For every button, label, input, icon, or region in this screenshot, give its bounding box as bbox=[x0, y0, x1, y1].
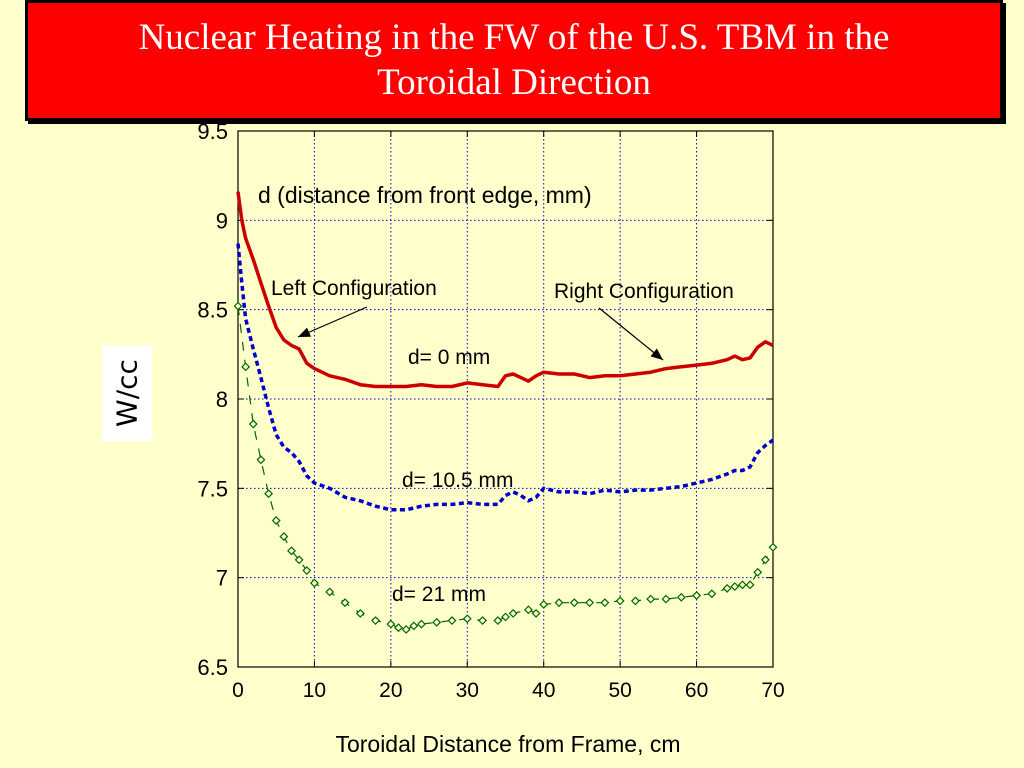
annotation-header: d (distance from front edge, mm) bbox=[258, 182, 592, 208]
grid-lines bbox=[238, 131, 773, 667]
y-tick-label: 7.5 bbox=[197, 476, 228, 501]
data-point-d21 bbox=[768, 542, 778, 552]
data-point-d21 bbox=[745, 580, 755, 590]
data-point-d21 bbox=[248, 419, 258, 429]
x-tick-label: 40 bbox=[532, 679, 555, 702]
data-point-d21 bbox=[302, 566, 312, 575]
data-point-d21 bbox=[416, 619, 426, 629]
data-point-d21 bbox=[264, 489, 274, 499]
data-point-d21 bbox=[325, 587, 335, 597]
data-point-d21 bbox=[386, 619, 396, 629]
data-point-d21 bbox=[447, 616, 457, 625]
x-tick-label: 10 bbox=[303, 679, 326, 702]
y-tick-label: 7 bbox=[216, 566, 228, 591]
left-configuration-arrow-head bbox=[298, 327, 311, 337]
x-tick-label: 60 bbox=[685, 679, 708, 702]
y-tick-label: 8.5 bbox=[197, 298, 228, 323]
data-point-d21 bbox=[279, 532, 289, 542]
data-point-d21 bbox=[394, 623, 403, 633]
y-axis-label: W/cc bbox=[110, 359, 144, 427]
right-configuration-arrow-head bbox=[650, 348, 663, 360]
slide-title-line-1: Nuclear Heating in the FW of the U.S. TB… bbox=[138, 17, 890, 58]
series-line-d0 bbox=[236, 191, 774, 389]
data-point-d21 bbox=[478, 616, 488, 625]
slide-title-line-2: Toroidal Direction bbox=[377, 62, 651, 103]
data-point-d21 bbox=[707, 589, 717, 599]
data-point-d21 bbox=[409, 621, 419, 631]
annotation-left-configuration: Left Configuration bbox=[271, 277, 437, 300]
data-point-d21 bbox=[462, 614, 472, 624]
annotation-right-configuration: Right Configuration bbox=[554, 280, 734, 303]
data-point-d21 bbox=[501, 612, 510, 622]
data-point-d21 bbox=[531, 608, 541, 618]
series-label-d105: d= 10.5 mm bbox=[402, 469, 513, 492]
data-point-d21 bbox=[401, 625, 411, 634]
series-label-d21: d= 21 mm bbox=[392, 583, 486, 606]
data-point-d21 bbox=[554, 598, 564, 608]
data-point-d21 bbox=[493, 616, 503, 625]
data-point-d21 bbox=[432, 617, 442, 627]
series-layer bbox=[233, 191, 778, 634]
data-point-d21 bbox=[241, 362, 251, 372]
right-configuration-arrow bbox=[598, 307, 664, 361]
data-point-d21 bbox=[753, 567, 763, 577]
data-point-d21 bbox=[569, 598, 579, 608]
data-point-d21 bbox=[309, 578, 319, 588]
x-axis-label: Toroidal Distance from Frame, cm bbox=[335, 731, 680, 757]
data-point-d21 bbox=[760, 555, 770, 565]
data-point-d21 bbox=[233, 301, 243, 311]
y-tick-label: 6.5 bbox=[197, 655, 228, 680]
data-point-d21 bbox=[676, 592, 686, 602]
data-point-d21 bbox=[661, 594, 671, 604]
series-line-d21 bbox=[237, 306, 774, 631]
data-point-d21 bbox=[271, 516, 281, 525]
data-point-d21 bbox=[371, 616, 381, 625]
x-tick-label: 70 bbox=[761, 679, 784, 702]
data-point-d21 bbox=[340, 598, 350, 608]
data-point-d21 bbox=[508, 608, 518, 618]
axis-ticks: 0 10 20 30 40 50 60 70 6.5 7 7.5 8 8.5 9 9.5 bbox=[197, 119, 784, 702]
y-tick-label: 8 bbox=[216, 387, 228, 412]
data-point-d21 bbox=[355, 608, 365, 618]
x-tick-label: 0 bbox=[232, 679, 244, 702]
series-line-d105 bbox=[236, 243, 775, 512]
data-point-d21 bbox=[630, 596, 640, 606]
data-point-d21 bbox=[646, 594, 656, 604]
data-point-d21 bbox=[294, 555, 304, 565]
y-tick-label: 9.5 bbox=[197, 119, 228, 144]
data-point-d21 bbox=[722, 583, 732, 593]
y-tick-label: 9 bbox=[216, 208, 228, 233]
data-point-d21 bbox=[585, 598, 595, 608]
data-point-d21 bbox=[256, 455, 266, 465]
data-point-d21 bbox=[730, 582, 740, 592]
x-tick-label: 50 bbox=[608, 679, 631, 702]
x-tick-label: 20 bbox=[379, 679, 402, 702]
x-tick-label: 30 bbox=[456, 679, 479, 702]
data-point-d21 bbox=[287, 546, 296, 556]
annotations: d (distance from front edge, mm) Left Co… bbox=[258, 182, 734, 757]
data-point-d21 bbox=[692, 591, 702, 600]
data-point-d21 bbox=[615, 596, 625, 606]
data-point-d21 bbox=[523, 605, 533, 615]
data-point-d21 bbox=[539, 600, 549, 609]
data-point-d21 bbox=[737, 580, 747, 590]
slide-title: Nuclear Heating in the FW of the U.S. TB… bbox=[25, 0, 1003, 121]
data-point-d21 bbox=[600, 598, 610, 608]
y-axis-label-box: W/cc bbox=[102, 345, 152, 441]
left-configuration-arrow bbox=[297, 306, 368, 338]
series-label-d0: d= 0 mm bbox=[408, 346, 490, 369]
